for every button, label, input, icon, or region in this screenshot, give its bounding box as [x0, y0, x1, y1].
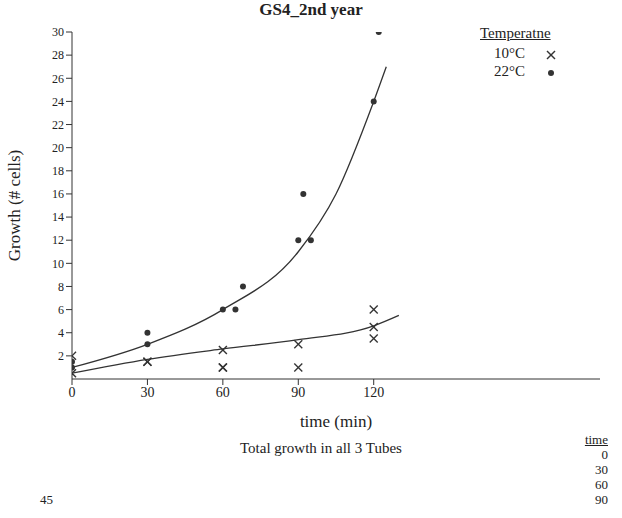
html-text:45: 45: [40, 492, 53, 507]
svg-text:4: 4: [58, 326, 64, 340]
svg-text:0: 0: [69, 385, 76, 400]
svg-text:120: 120: [363, 385, 384, 400]
svg-text:26: 26: [52, 72, 64, 86]
svg-text:12: 12: [52, 233, 64, 247]
svg-text:8: 8: [58, 280, 64, 294]
html-text:GS4_2nd year: GS4_2nd year: [259, 0, 363, 19]
svg-text:20: 20: [52, 141, 64, 155]
html-text:time: time: [584, 432, 608, 447]
svg-text:10: 10: [52, 257, 64, 271]
html-text:90: 90: [595, 492, 608, 507]
html-text:60: 60: [595, 477, 608, 492]
svg-text:24: 24: [52, 95, 64, 109]
html-text:30: 30: [595, 462, 608, 477]
svg-text:2: 2: [58, 349, 64, 363]
svg-text:18: 18: [52, 164, 64, 178]
html-text:0: 0: [601, 447, 608, 462]
svg-text:Growth (# cells): Growth (# cells): [5, 150, 24, 261]
svg-text:14: 14: [52, 210, 64, 224]
svg-text:30: 30: [140, 385, 154, 400]
svg-text:22: 22: [52, 118, 64, 132]
html-text:Total growth in all 3 Tubes: Total growth in all 3 Tubes: [240, 440, 402, 456]
html-text:10°C: 10°C: [494, 45, 525, 61]
html-text:Temperatne: Temperatne: [480, 25, 551, 41]
svg-text:time (min): time (min): [300, 412, 372, 431]
svg-text:90: 90: [291, 385, 305, 400]
svg-text:30: 30: [52, 25, 64, 39]
svg-text:60: 60: [216, 385, 230, 400]
svg-text:28: 28: [52, 48, 64, 62]
svg-text:6: 6: [58, 303, 64, 317]
html-text:22°C: 22°C: [494, 63, 525, 79]
svg-text:16: 16: [52, 187, 64, 201]
